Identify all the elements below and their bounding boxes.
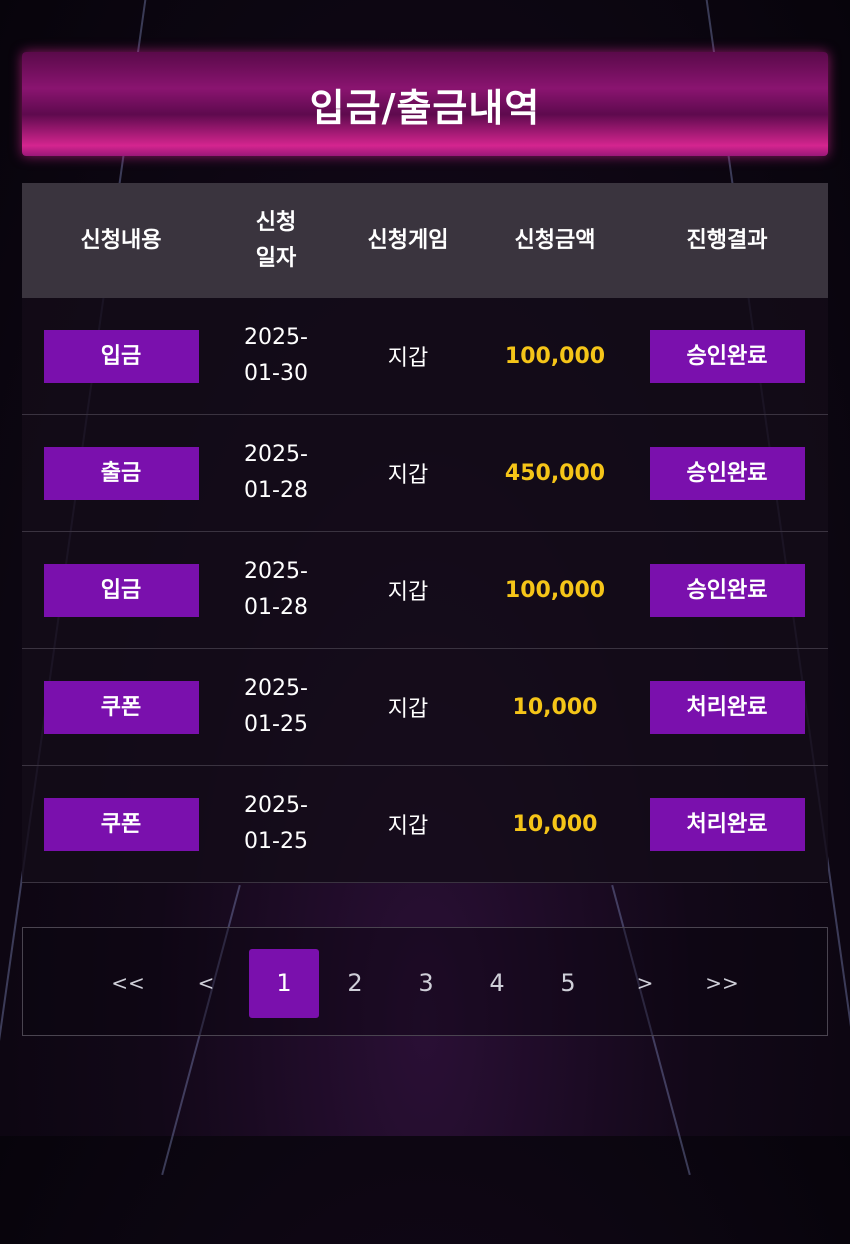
page-5-button[interactable]: 5 <box>560 969 576 997</box>
date-day: 01-28 <box>244 595 308 620</box>
amount-cell: 100,000 <box>504 343 606 369</box>
game-cell: 지갑 <box>387 346 429 371</box>
status-badge: 처리완료 <box>649 680 805 734</box>
status-cell: 처리완료 <box>626 797 828 851</box>
date-cell: 2025- 01-25 <box>220 671 332 743</box>
page-title: 입금/출금내역 <box>309 85 541 130</box>
status-badge: 처리완료 <box>649 797 805 851</box>
date-year: 2025- <box>244 325 308 350</box>
amount-cell: 10,000 <box>512 694 598 720</box>
game-cell: 지갑 <box>387 697 429 722</box>
amount-cell: 100,000 <box>504 577 606 603</box>
amount-cell: 450,000 <box>504 460 606 486</box>
first-page-button[interactable]: << <box>111 971 145 995</box>
type-cell: 쿠폰 <box>22 680 220 734</box>
table-row: 입금 2025- 01-28 지갑 100,000 승인완료 <box>22 532 828 649</box>
status-cell: 승인완료 <box>626 446 828 500</box>
date-day: 01-25 <box>244 829 308 854</box>
table-row: 출금 2025- 01-28 지갑 450,000 승인완료 <box>22 415 828 532</box>
type-cell: 입금 <box>22 329 220 383</box>
type-cell: 쿠폰 <box>22 797 220 851</box>
date-cell: 2025- 01-28 <box>220 437 332 509</box>
status-badge: 승인완료 <box>649 446 805 500</box>
col-amount: 신청금액 <box>514 227 596 253</box>
date-cell: 2025- 01-30 <box>220 320 332 392</box>
date-year: 2025- <box>244 442 308 467</box>
last-page-button[interactable]: >> <box>705 971 739 995</box>
status-badge: 승인완료 <box>649 563 805 617</box>
page-1-button[interactable]: 1 <box>249 949 319 1018</box>
date-cell: 2025- 01-25 <box>220 788 332 860</box>
status-badge: 승인완료 <box>649 329 805 383</box>
status-cell: 승인완료 <box>626 329 828 383</box>
col-date-line1: 신청 <box>255 209 297 235</box>
col-date-line2: 일자 <box>255 245 297 271</box>
type-cell: 입금 <box>22 563 220 617</box>
date-day: 01-30 <box>244 361 308 386</box>
type-badge: 입금 <box>43 329 199 383</box>
amount-cell: 10,000 <box>512 811 598 837</box>
type-badge: 입금 <box>43 563 199 617</box>
date-day: 01-25 <box>244 712 308 737</box>
col-status: 진행결과 <box>686 227 768 253</box>
status-cell: 승인완료 <box>626 563 828 617</box>
page-2-button[interactable]: 2 <box>347 969 363 997</box>
date-year: 2025- <box>244 793 308 818</box>
title-banner: 입금/출금내역 <box>22 52 828 156</box>
table-row: 입금 2025- 01-30 지갑 100,000 승인완료 <box>22 298 828 415</box>
game-cell: 지갑 <box>387 463 429 488</box>
next-page-button[interactable]: > <box>636 971 654 995</box>
type-badge: 쿠폰 <box>43 797 199 851</box>
page-3-button[interactable]: 3 <box>418 969 434 997</box>
date-cell: 2025- 01-28 <box>220 554 332 626</box>
date-day: 01-28 <box>244 478 308 503</box>
table-row: 쿠폰 2025- 01-25 지갑 10,000 처리완료 <box>22 766 828 883</box>
type-cell: 출금 <box>22 446 220 500</box>
date-year: 2025- <box>244 559 308 584</box>
col-game: 신청게임 <box>367 227 449 253</box>
status-cell: 처리완료 <box>626 680 828 734</box>
game-cell: 지갑 <box>387 580 429 605</box>
pagination: << < 1 2 3 4 5 > >> <box>22 927 828 1036</box>
date-year: 2025- <box>244 676 308 701</box>
col-type: 신청내용 <box>80 227 162 253</box>
table-row: 쿠폰 2025- 01-25 지갑 10,000 처리완료 <box>22 649 828 766</box>
type-badge: 출금 <box>43 446 199 500</box>
page-4-button[interactable]: 4 <box>489 969 505 997</box>
game-cell: 지갑 <box>387 814 429 839</box>
prev-page-button[interactable]: < <box>197 971 215 995</box>
type-badge: 쿠폰 <box>43 680 199 734</box>
